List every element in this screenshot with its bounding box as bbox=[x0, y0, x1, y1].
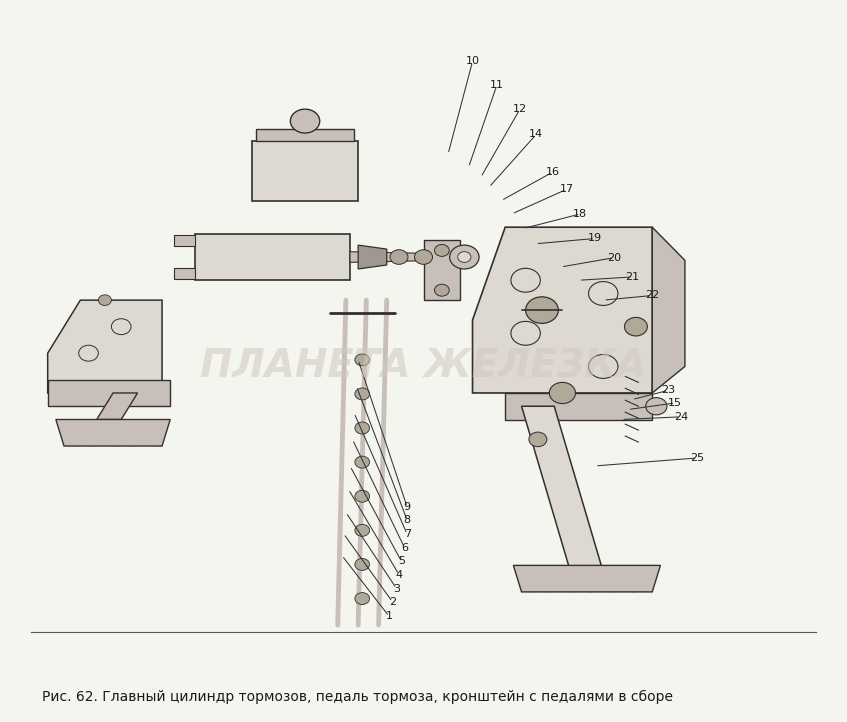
Polygon shape bbox=[97, 393, 137, 419]
Circle shape bbox=[390, 250, 408, 264]
Text: 15: 15 bbox=[668, 398, 682, 408]
Text: 10: 10 bbox=[466, 56, 479, 66]
Circle shape bbox=[355, 593, 369, 604]
Polygon shape bbox=[505, 393, 652, 419]
Polygon shape bbox=[652, 227, 685, 393]
Text: 25: 25 bbox=[690, 453, 704, 463]
Text: 17: 17 bbox=[559, 184, 573, 194]
Circle shape bbox=[79, 345, 98, 361]
Circle shape bbox=[435, 284, 449, 296]
Text: 22: 22 bbox=[645, 290, 659, 300]
Text: 19: 19 bbox=[588, 233, 602, 243]
Circle shape bbox=[355, 388, 369, 400]
Circle shape bbox=[624, 318, 647, 336]
Circle shape bbox=[589, 282, 618, 305]
Text: Рис. 62. Главный цилиндр тормозов, педаль тормоза, кронштейн с педалями в сборе: Рис. 62. Главный цилиндр тормозов, педал… bbox=[42, 690, 673, 704]
Text: 11: 11 bbox=[490, 79, 504, 90]
Polygon shape bbox=[174, 269, 195, 279]
Text: 7: 7 bbox=[404, 529, 411, 539]
Polygon shape bbox=[513, 565, 661, 592]
Text: 24: 24 bbox=[673, 412, 688, 422]
Text: 3: 3 bbox=[393, 583, 400, 593]
Text: 14: 14 bbox=[529, 129, 543, 139]
Polygon shape bbox=[256, 129, 354, 141]
Text: 18: 18 bbox=[573, 209, 588, 219]
Polygon shape bbox=[174, 235, 195, 245]
Text: 4: 4 bbox=[396, 570, 402, 580]
Text: 6: 6 bbox=[401, 543, 408, 553]
Circle shape bbox=[355, 456, 369, 468]
Circle shape bbox=[355, 559, 369, 570]
Circle shape bbox=[529, 432, 547, 447]
Circle shape bbox=[355, 490, 369, 503]
Circle shape bbox=[589, 355, 618, 378]
Polygon shape bbox=[56, 419, 170, 446]
Polygon shape bbox=[47, 380, 170, 406]
Text: 20: 20 bbox=[606, 253, 621, 263]
Text: 2: 2 bbox=[389, 597, 396, 607]
Circle shape bbox=[98, 295, 112, 305]
Text: 9: 9 bbox=[404, 502, 411, 512]
Circle shape bbox=[457, 252, 471, 262]
Circle shape bbox=[435, 245, 449, 256]
Circle shape bbox=[355, 354, 369, 366]
Text: 16: 16 bbox=[545, 168, 560, 177]
Polygon shape bbox=[358, 245, 387, 269]
Polygon shape bbox=[350, 252, 473, 262]
Circle shape bbox=[550, 383, 575, 404]
Polygon shape bbox=[47, 300, 162, 393]
Text: 5: 5 bbox=[398, 557, 405, 567]
Circle shape bbox=[355, 524, 369, 536]
Polygon shape bbox=[424, 240, 460, 300]
Text: ПЛАНЕТА ЖЕЛЕЗКА: ПЛАНЕТА ЖЕЛЕЗКА bbox=[200, 347, 647, 386]
Circle shape bbox=[526, 297, 558, 323]
Circle shape bbox=[291, 109, 319, 133]
Polygon shape bbox=[252, 141, 358, 201]
Circle shape bbox=[355, 422, 369, 434]
Text: 8: 8 bbox=[404, 516, 411, 526]
Text: 21: 21 bbox=[626, 272, 639, 282]
Circle shape bbox=[645, 398, 667, 415]
Text: 1: 1 bbox=[385, 612, 393, 622]
Polygon shape bbox=[522, 406, 603, 572]
Circle shape bbox=[450, 245, 479, 269]
Circle shape bbox=[511, 321, 540, 345]
Polygon shape bbox=[473, 227, 652, 393]
Text: 23: 23 bbox=[662, 386, 676, 396]
Circle shape bbox=[511, 269, 540, 292]
Text: 12: 12 bbox=[512, 104, 527, 114]
Circle shape bbox=[414, 250, 433, 264]
Polygon shape bbox=[195, 234, 350, 280]
Circle shape bbox=[112, 318, 131, 334]
